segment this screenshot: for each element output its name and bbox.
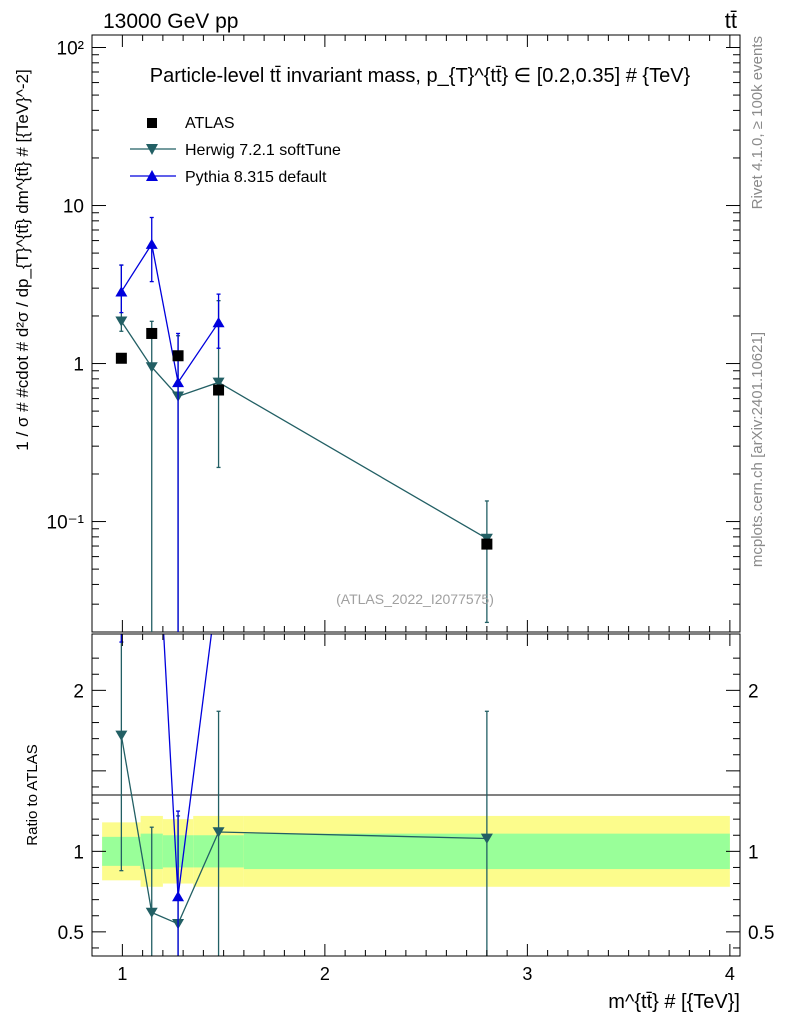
herwig-marker — [145, 362, 158, 373]
atlas-marker — [481, 538, 493, 550]
analysis-id-label: (ATLAS_2022_I2077575) — [336, 591, 494, 607]
main-panel-frame — [91, 34, 741, 633]
pythia-marker — [212, 317, 225, 328]
pythia-marker — [115, 286, 128, 297]
y-tick-label: 1 — [73, 355, 84, 376]
legend-marker-pythia — [146, 170, 158, 181]
atlas-marker — [172, 350, 184, 362]
pythia-ratio-marker — [213, 572, 225, 582]
herwig-marker — [115, 316, 128, 327]
legend-marker-atlas — [147, 118, 157, 128]
main-y-tick-labels: 10⁻¹ 1 10 10² — [47, 39, 85, 534]
atlas-marker — [213, 384, 225, 396]
atlas-marker — [146, 327, 158, 339]
herwig-ratio-marker — [145, 907, 158, 918]
pythia-ratio-marker — [115, 588, 127, 598]
main-series-group — [115, 216, 493, 632]
main-axis-ticks — [92, 35, 740, 633]
ratio-panel-frame — [91, 633, 741, 957]
x-tick-labels: 1 2 3 4 — [117, 964, 735, 984]
pythia-marker — [145, 238, 158, 249]
process-label: tt̄ — [725, 8, 737, 33]
x-tick-label: 3 — [522, 964, 532, 984]
chart-title: Particle-level tt̄ invariant mass, p_{T}… — [150, 65, 691, 87]
herwig-ratio-marker — [115, 730, 128, 741]
herwig-ratio-marker — [480, 833, 493, 844]
y-tick-label: 10² — [57, 39, 84, 60]
mcplots-label: mcplots.cern.ch [arXiv:2401.10621] — [749, 332, 766, 567]
ratio-y-tick-label: 2 — [73, 681, 84, 702]
x-tick-label: 2 — [320, 964, 330, 984]
atlas-marker — [115, 352, 127, 364]
legend-marker-herwig — [146, 144, 158, 155]
y-tick-label: 10⁻¹ — [47, 513, 85, 534]
collision-label: 13000 GeV pp — [103, 10, 238, 33]
legend: ATLAS Herwig 7.2.1 softTune Pythia 8.315… — [130, 115, 341, 186]
ratio-y-tick-labels: 0.5 0.5 1 1 2 2 — [58, 681, 775, 944]
pythia-ratio-marker — [172, 891, 185, 902]
pythia-ratio-line — [163, 634, 213, 897]
legend-label-pythia: Pythia 8.315 default — [185, 169, 327, 186]
ratio-y-tick-label: 1 — [73, 842, 84, 863]
ratio-series-group — [115, 572, 493, 956]
ratio-y-axis-label: Ratio to ATLAS — [24, 744, 41, 845]
ratio-y-tick-label-right: 0.5 — [748, 923, 774, 944]
y-tick-label: 10 — [63, 197, 84, 218]
pythia-marker — [172, 376, 185, 388]
ratio-y-tick-label-right: 1 — [748, 842, 759, 863]
legend-label-herwig: Herwig 7.2.1 softTune — [185, 142, 341, 159]
rivet-version-label: Rivet 4.1.0, ≥ 100k events — [749, 36, 766, 209]
herwig-ratio-marker — [212, 827, 225, 838]
y-axis-label: 1 / σ # #cdot # d²σ / dp_{T}^{tt̄} dm^{t… — [13, 69, 32, 450]
legend-label-atlas: ATLAS — [185, 115, 235, 132]
ratio-uncertainty-bands — [102, 815, 730, 887]
ratio-y-tick-label: 0.5 — [58, 923, 84, 944]
x-tick-label: 4 — [725, 964, 735, 984]
ratio-y-tick-label-right: 2 — [748, 681, 759, 702]
pythia-line — [120, 242, 220, 385]
x-tick-label: 1 — [117, 964, 127, 984]
x-axis-label: m^{tt̄} # [{TeV}] — [608, 991, 740, 1013]
herwig-marker — [212, 377, 225, 388]
ratio-axis-ticks — [92, 634, 740, 956]
